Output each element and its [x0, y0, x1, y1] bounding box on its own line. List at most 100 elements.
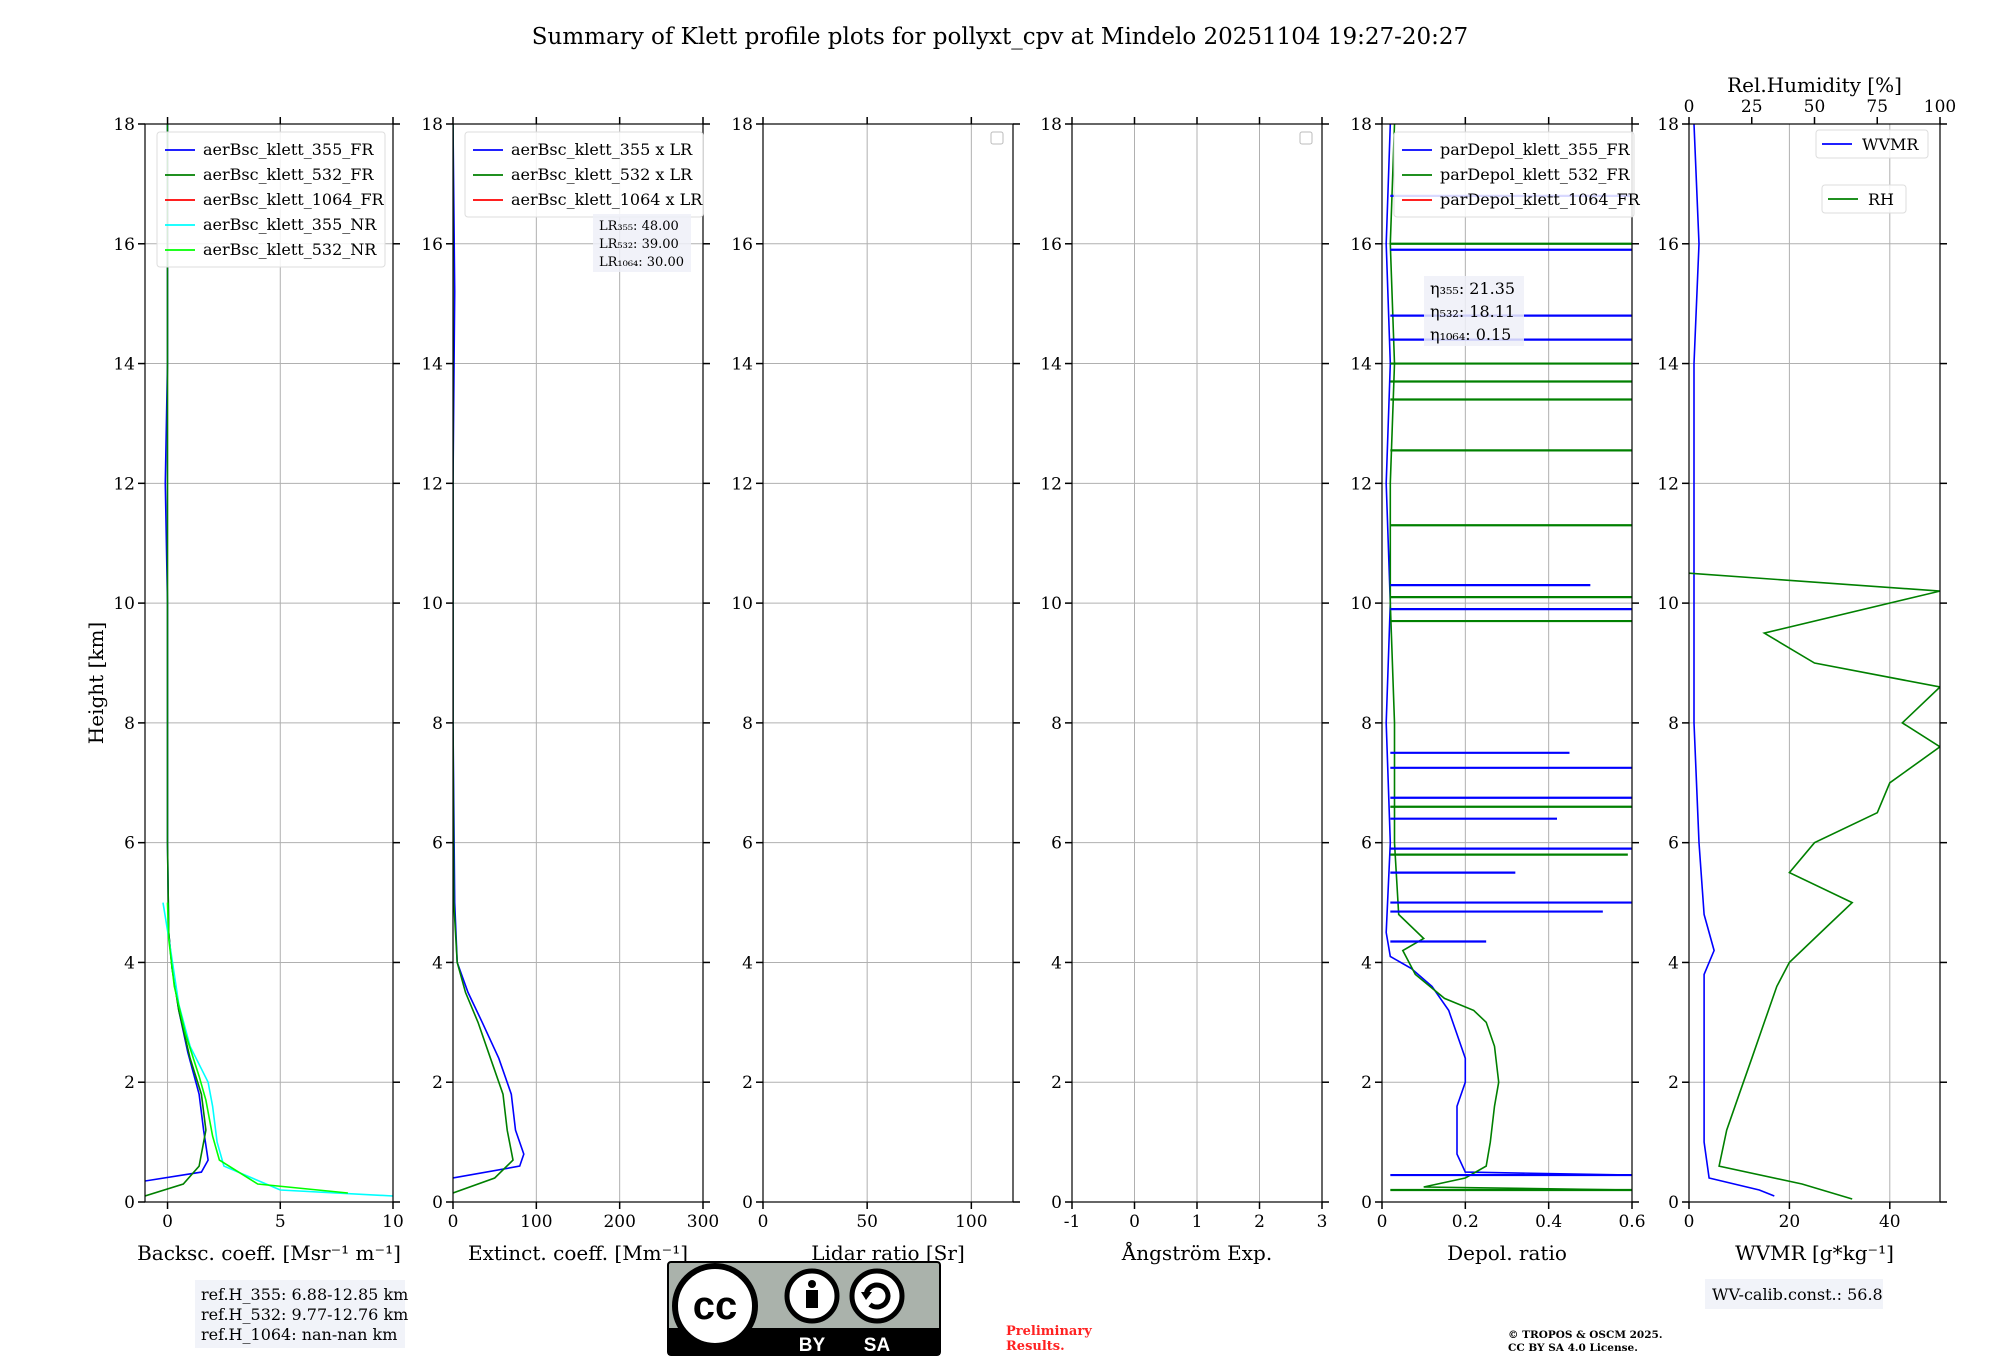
y-tick-label: 14 — [421, 355, 443, 375]
y-tick-label: 4 — [742, 953, 753, 973]
legend-entry-aerbsc-klett-355-x-lr: aerBsc_klett_355 x LR — [511, 140, 693, 159]
y-tick-label: 6 — [1668, 834, 1679, 854]
copyright-line-1: © TROPOS & OSCM 2025. — [1508, 1329, 1663, 1341]
top-x-tick-label: 100 — [1924, 97, 1956, 117]
y-tick-label: 10 — [1657, 594, 1679, 614]
y-tick-label: 8 — [1668, 714, 1679, 734]
y-tick-label: 10 — [421, 594, 443, 614]
y-tick-label: 16 — [421, 235, 443, 255]
y-tick-label: 12 — [113, 474, 135, 494]
panel-depol: 0 2 4 6 8 10 12 14 16 18 0 0.2 0.4 0.6 Depol. ratio par… — [1350, 115, 1645, 1265]
eta-label: η₁₀₆₄: 0.15 — [1430, 325, 1511, 344]
legend-entry-pardepol-klett-532-fr: parDepol_klett_532_FR — [1440, 165, 1631, 184]
legend-entry-rh: RH — [1868, 190, 1894, 209]
legend-box — [464, 131, 704, 218]
y-tick-label: 2 — [1361, 1073, 1372, 1093]
y-tick-label: 6 — [1051, 834, 1062, 854]
y-tick-label: 12 — [421, 474, 443, 494]
x-tick-label: 0 — [1129, 1212, 1140, 1232]
x-tick-label: 5 — [275, 1212, 286, 1232]
y-tick-label: 0 — [1051, 1193, 1062, 1213]
series-line-aerbsc-klett-532-fr — [145, 124, 207, 1197]
y-tick-label: 2 — [742, 1073, 753, 1093]
x-tick-label: -1 — [1064, 1212, 1081, 1232]
series-line-pardepol-klett-532-fr — [1389, 124, 1632, 1191]
legend-entry-aerbsc-klett-355-fr: aerBsc_klett_355_FR — [203, 140, 374, 159]
lidar-ratio-label: LR₃₅₅: 48.00 — [599, 219, 679, 234]
lidar-ratio-box — [593, 214, 691, 272]
eta-label: η₅₃₂: 18.11 — [1430, 302, 1515, 321]
y-tick-label: 10 — [731, 594, 753, 614]
x-tick-label: 100 — [520, 1212, 552, 1232]
x-axis-label: Backsc. coeff. [Msr⁻¹ m⁻¹] — [137, 1241, 401, 1265]
series-line-aerbsc-klett-532-nr — [166, 902, 348, 1194]
legend-entry-aerbsc-klett-532-fr: aerBsc_klett_532_FR — [203, 165, 374, 184]
y-tick-label: 12 — [1040, 474, 1062, 494]
y-tick-label: 18 — [113, 115, 135, 135]
y-tick-label: 14 — [1350, 355, 1372, 375]
x-tick-label: 1 — [1192, 1212, 1203, 1232]
y-tick-label: 16 — [1350, 235, 1372, 255]
top-x-tick-label: 25 — [1741, 97, 1763, 117]
legend-box — [1821, 184, 1907, 214]
x-tick-label: 0.2 — [1452, 1212, 1479, 1232]
x-tick-label: 0 — [758, 1212, 769, 1232]
y-tick-label: 0 — [742, 1193, 753, 1213]
y-tick-label: 10 — [1350, 594, 1372, 614]
lidar-ratio-label: LR₅₃₂: 39.00 — [599, 237, 679, 252]
x-axis-label: Depol. ratio — [1447, 1241, 1567, 1265]
x-tick-label: 10 — [382, 1212, 404, 1232]
legend-entry-aerbsc-klett-532-x-lr: aerBsc_klett_532 x LR — [511, 165, 693, 184]
y-tick-label: 14 — [731, 355, 753, 375]
cc-license-badge: cc BY SA — [667, 1261, 941, 1356]
legend-entry-wvmr: WVMR — [1862, 135, 1919, 154]
x-tick-label: 0 — [1377, 1212, 1388, 1232]
y-tick-label: 8 — [1361, 714, 1372, 734]
top-x-axis-label: Rel.Humidity [%] — [1727, 73, 1902, 97]
x-tick-label: 0.6 — [1618, 1212, 1645, 1232]
x-tick-label: 200 — [603, 1212, 635, 1232]
y-tick-label: 12 — [731, 474, 753, 494]
y-tick-label: 0 — [1361, 1193, 1372, 1213]
y-tick-label: 18 — [421, 115, 443, 135]
x-tick-label: 20 — [1779, 1212, 1801, 1232]
x-tick-label: 2 — [1254, 1212, 1265, 1232]
x-tick-label: 3 — [1317, 1212, 1328, 1232]
x-tick-label: 100 — [955, 1212, 987, 1232]
y-tick-label: 4 — [432, 953, 443, 973]
y-tick-label: 8 — [742, 714, 753, 734]
data-area — [145, 124, 393, 1197]
by-label: BY — [799, 1335, 826, 1356]
empty-legend-box — [990, 131, 1004, 145]
y-tick-label: 12 — [1657, 474, 1679, 494]
panel-backscatter: 0 2 4 6 8 10 12 14 16 18 0 5 10 Backsc. coeff. [Msr⁻¹… — [113, 115, 403, 1265]
y-tick-label: 16 — [1657, 235, 1679, 255]
legend-entry-pardepol-klett-355-fr: parDepol_klett_355_FR — [1440, 140, 1631, 159]
y-tick-label: 10 — [1040, 594, 1062, 614]
y-tick-label: 16 — [1040, 235, 1062, 255]
y-tick-label: 10 — [113, 594, 135, 614]
axes-frame — [452, 123, 704, 1203]
y-tick-label: 8 — [124, 714, 135, 734]
ref-height-355: ref.H_355: 6.88-12.85 km — [201, 1285, 408, 1304]
y-tick-label: 6 — [742, 834, 753, 854]
y-tick-label: 18 — [731, 115, 753, 135]
x-axis-label: WVMR [g*kg⁻¹] — [1735, 1241, 1894, 1265]
x-tick-label: 50 — [856, 1212, 878, 1232]
y-tick-label: 18 — [1040, 115, 1062, 135]
panel-extinction: 0 2 4 6 8 10 12 14 16 18 0 100 200 300 Extinct. coeff.… — [421, 115, 719, 1265]
y-tick-label: 8 — [432, 714, 443, 734]
y-tick-label: 0 — [1668, 1193, 1679, 1213]
y-tick-label: 4 — [1361, 953, 1372, 973]
y-tick-label: 2 — [432, 1073, 443, 1093]
legend-entry-pardepol-klett-1064-fr: parDepol_klett_1064_FR — [1440, 190, 1641, 209]
y-tick-label: 4 — [1051, 953, 1062, 973]
eta-box — [1424, 276, 1524, 346]
series-line-aerbsc-klett-355-fr — [145, 124, 209, 1182]
y-tick-label: 12 — [1350, 474, 1372, 494]
y-tick-label: 18 — [1350, 115, 1372, 135]
preliminary-line-1: Preliminary — [1006, 1324, 1092, 1339]
y-tick-label: 6 — [432, 834, 443, 854]
x-tick-label: 40 — [1879, 1212, 1901, 1232]
